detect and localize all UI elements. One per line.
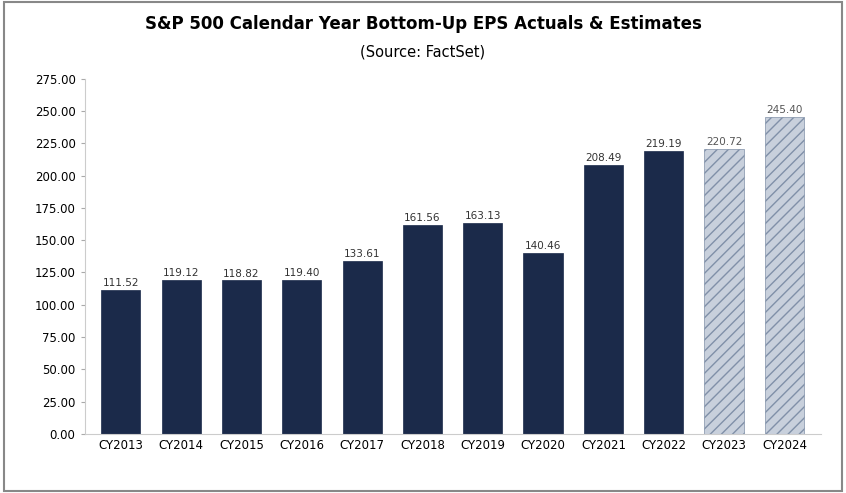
Text: 245.40: 245.40	[766, 105, 803, 115]
Text: 119.12: 119.12	[163, 268, 200, 278]
Bar	[765, 117, 804, 434]
Bar	[162, 280, 201, 434]
Text: 163.13: 163.13	[464, 211, 501, 221]
Bar	[222, 281, 261, 434]
Bar	[584, 165, 623, 434]
Bar	[343, 261, 382, 434]
Text: (Source: FactSet): (Source: FactSet)	[360, 44, 486, 59]
Text: 219.19: 219.19	[645, 139, 682, 149]
Text: 111.52: 111.52	[102, 278, 139, 288]
Text: 161.56: 161.56	[404, 213, 441, 223]
Text: 220.72: 220.72	[706, 137, 742, 147]
Bar	[705, 149, 744, 434]
Bar	[463, 223, 503, 434]
Text: 118.82: 118.82	[223, 269, 260, 279]
Bar	[102, 290, 140, 434]
Text: 208.49: 208.49	[585, 153, 622, 163]
Text: 133.61: 133.61	[343, 249, 381, 259]
Bar	[644, 151, 684, 434]
Bar	[524, 252, 563, 434]
Text: S&P 500 Calendar Year Bottom-Up EPS Actuals & Estimates: S&P 500 Calendar Year Bottom-Up EPS Actu…	[145, 15, 701, 33]
Text: 140.46: 140.46	[525, 241, 561, 250]
Bar	[403, 225, 442, 434]
Text: 119.40: 119.40	[283, 268, 320, 278]
Bar	[283, 280, 321, 434]
